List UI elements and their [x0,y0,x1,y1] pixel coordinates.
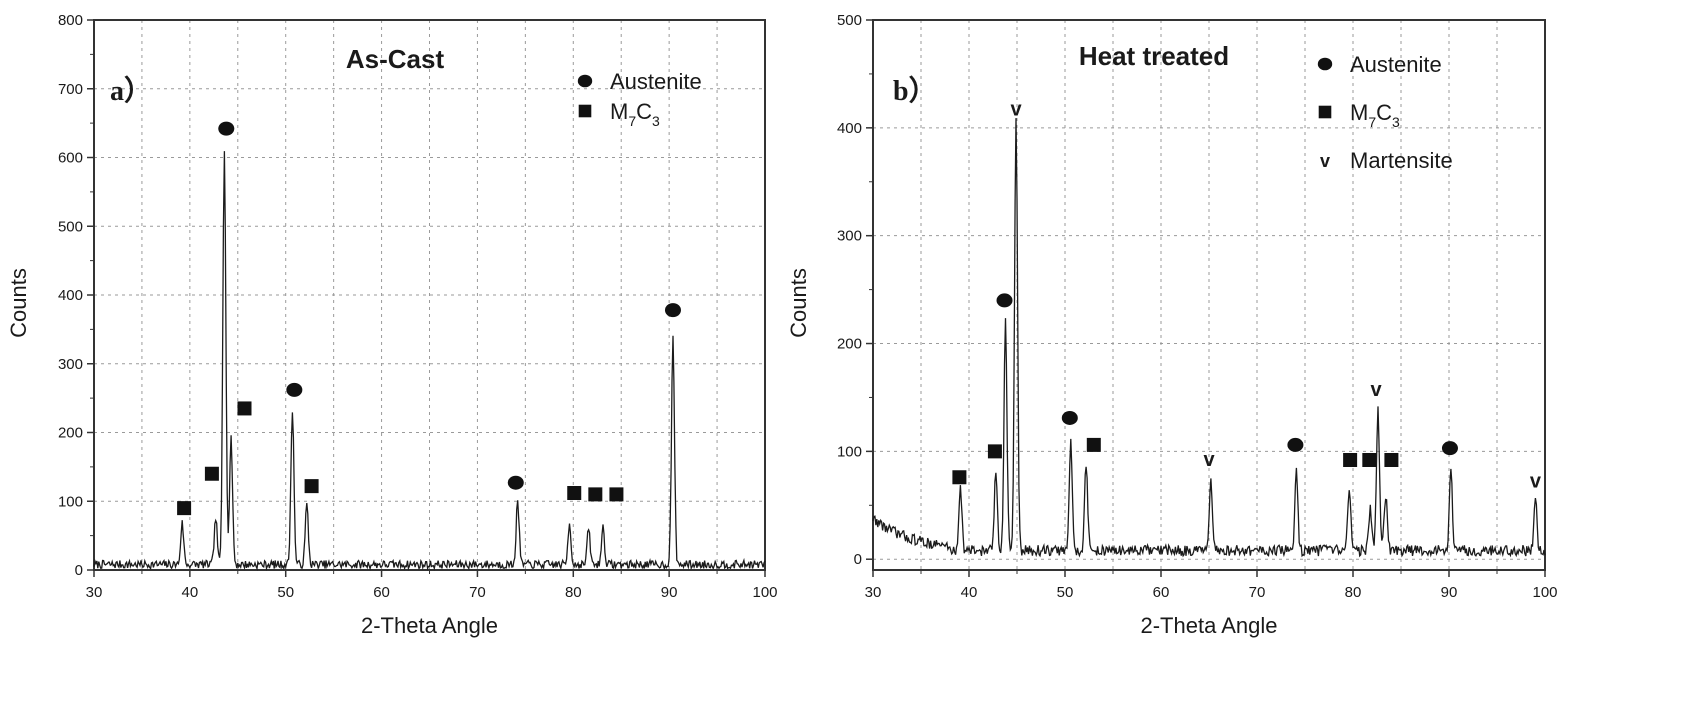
m7c3-marker [237,401,252,416]
m7c3-marker [204,466,219,481]
austenite-marker [286,382,303,397]
m7c3-marker [1362,453,1377,467]
x-tick-label: 100 [1532,584,1557,601]
x-tick-label: 90 [1441,584,1458,601]
legend-symbol-square [1318,105,1332,119]
y-tick-label: 400 [58,287,83,304]
martensite-marker: v [1010,98,1022,120]
x-tick-label: 90 [661,584,678,601]
y-axis-label: Counts [786,268,811,338]
legend-label: M7C3 [1350,100,1400,130]
y-tick-label: 800 [58,12,83,29]
m7c3-marker [1343,453,1358,467]
y-tick-label: 100 [837,443,862,460]
panel-label: b） [893,74,937,107]
y-tick-label: 500 [58,218,83,235]
m7c3-marker [177,501,192,516]
legend: Austenite M7C3 [577,69,702,129]
chart-panel-1: 30 40 50 60 70 80 90 100 0 100 200 300 400 500 600 700 8… [6,12,778,638]
y-tick-label: 200 [58,425,83,442]
martensite-marker: v [1203,449,1215,471]
x-tick-label: 100 [752,584,777,601]
legend-symbol-v: v [1320,151,1330,171]
y-tick-label: 500 [837,12,862,29]
phase-markers: v v v v [952,98,1542,492]
panel-label: a） [110,74,152,107]
y-axis-label: Counts [6,268,31,338]
xrd-pattern-line [93,151,766,571]
m7c3-marker [952,470,967,485]
m7c3-marker [304,479,319,494]
martensite-marker: v [1370,379,1382,401]
m7c3-marker [567,486,582,500]
x-tick-label: 40 [961,584,978,601]
m7c3-marker [609,487,624,502]
m7c3-marker [987,444,1002,459]
legend-symbol-square [578,104,592,118]
grid [873,20,1545,570]
x-tick-label: 60 [373,584,390,601]
chart-panel-2: 30 40 50 60 70 80 90 100 0 100 200 300 400 500 2-Theta… [786,12,1558,638]
legend-label: Martensite [1350,148,1453,173]
y-tick-label: 200 [837,336,862,353]
y-tick-label: 100 [58,493,83,510]
grid [94,20,765,571]
y-tick-label: 0 [854,551,862,568]
austenite-marker [664,303,681,318]
xrd-pattern-line [872,118,1546,558]
panel-title: As-Cast [346,44,445,74]
x-tick-label: 50 [277,584,294,601]
legend: Austenite M7C3 v Martensite [1317,52,1453,173]
martensite-marker: v [1530,470,1542,492]
m7c3-marker [1384,453,1399,467]
x-tick-label: 80 [565,584,582,601]
austenite-marker [996,293,1013,308]
x-axis-label: 2-Theta Angle [361,613,498,638]
x-tick-label: 60 [1153,584,1170,601]
m7c3-marker [588,487,603,502]
austenite-marker [218,121,235,136]
x-tick-label: 80 [1345,584,1362,601]
x-tick-label: 30 [865,584,882,601]
x-tick-label: 50 [1057,584,1074,601]
x-tick-label: 40 [182,584,199,601]
legend-symbol-circle [577,74,593,88]
austenite-marker [1287,437,1304,452]
y-tick-label: 400 [837,120,862,137]
x-tick-label: 70 [469,584,486,601]
x-tick-label: 70 [1249,584,1266,601]
x-axis-label: 2-Theta Angle [1141,613,1278,638]
y-tick-label: 700 [58,81,83,98]
y-tick-label: 300 [58,356,83,373]
x-tick-label: 30 [86,584,103,601]
y-tick-label: 300 [837,228,862,245]
austenite-marker [1061,410,1078,425]
legend-symbol-circle [1317,57,1333,71]
m7c3-marker [1086,437,1101,452]
legend-label: Austenite [1350,52,1442,77]
legend-label: M7C3 [610,99,660,129]
y-tick-label: 0 [75,562,83,579]
austenite-marker [1441,441,1458,456]
austenite-marker [507,475,524,490]
phase-markers [177,121,681,516]
legend-label: Austenite [610,69,702,94]
y-tick-label: 600 [58,150,83,167]
panel-title: Heat treated [1079,41,1229,71]
